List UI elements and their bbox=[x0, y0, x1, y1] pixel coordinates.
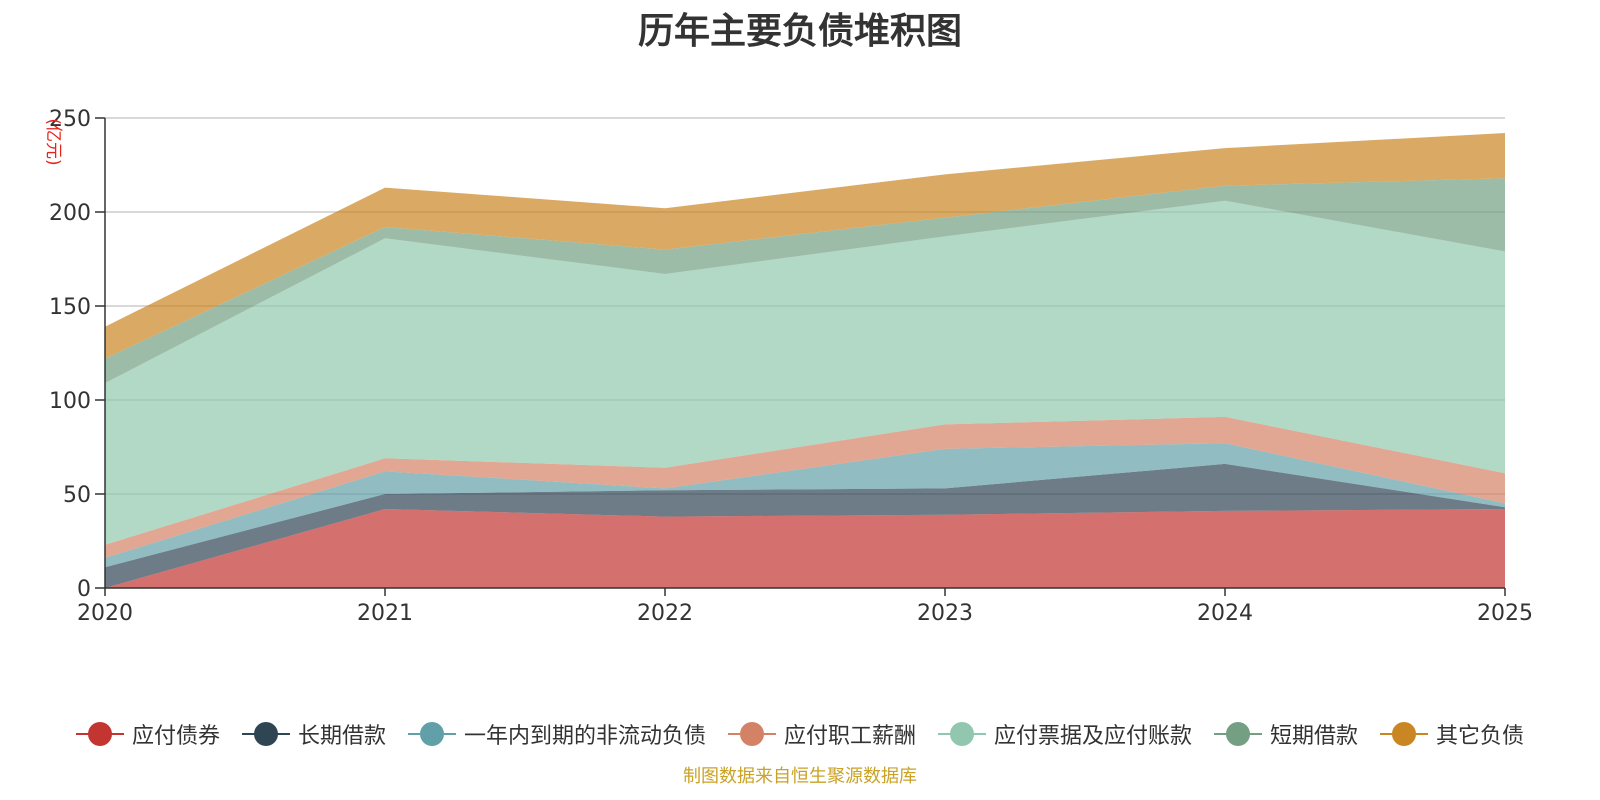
chart-title: 历年主要负债堆积图 bbox=[637, 11, 962, 52]
legend-label: 一年内到期的非流动负债 bbox=[463, 724, 706, 749]
legend-marker-icon bbox=[241, 721, 290, 747]
legend-marker-icon bbox=[727, 721, 776, 747]
y-tick-label: 150 bbox=[49, 295, 91, 320]
legend-item-3[interactable]: 应付职工薪酬 bbox=[727, 718, 916, 750]
legend-marker-icon bbox=[407, 721, 456, 747]
x-tick-label: 2024 bbox=[1197, 601, 1253, 626]
legend-item-6[interactable]: 其它负债 bbox=[1380, 718, 1524, 750]
legend: 应付债券 长期借款 一年内到期的非流动负债 应付职工薪酬 应付票据及应付账款 短期借款 其它… bbox=[0, 718, 1600, 750]
legend-item-1[interactable]: 长期借款 bbox=[241, 718, 386, 750]
legend-label: 长期借款 bbox=[297, 724, 386, 749]
legend-label: 应付票据及应付账款 bbox=[994, 724, 1193, 749]
source-note: 制图数据来自恒生聚源数据库 bbox=[683, 766, 917, 787]
legend-item-0[interactable]: 应付债券 bbox=[75, 718, 220, 750]
legend-label: 应付债券 bbox=[131, 724, 220, 749]
y-tick-label: 50 bbox=[63, 483, 91, 508]
axes: 0 50 100 150 200 250 2020 2021 2022 2023 2024 2025 bbox=[49, 107, 1533, 626]
x-tick-label: 2021 bbox=[357, 601, 413, 626]
area-series-6 bbox=[105, 133, 1505, 359]
legend-marker-icon bbox=[938, 721, 986, 747]
area-series-0 bbox=[105, 509, 1505, 588]
legend-marker-icon bbox=[1214, 721, 1263, 747]
y-tick-label: 200 bbox=[49, 201, 91, 226]
legend-item-4[interactable]: 应付票据及应付账款 bbox=[938, 718, 1192, 750]
x-tick-label: 2022 bbox=[637, 601, 693, 626]
y-tick-label: 250 bbox=[49, 107, 91, 132]
legend-item-2[interactable]: 一年内到期的非流动负债 bbox=[407, 718, 706, 750]
y-axis-unit-label: (亿元) bbox=[43, 118, 63, 165]
legend-marker-icon bbox=[75, 721, 124, 747]
x-tick-label: 2023 bbox=[917, 601, 973, 626]
legend-label: 短期借款 bbox=[1270, 724, 1359, 749]
legend-marker-icon bbox=[1380, 721, 1429, 747]
area-series bbox=[105, 133, 1505, 588]
legend-label: 其它负债 bbox=[1436, 724, 1525, 749]
area-series-4 bbox=[105, 200, 1505, 545]
y-tick-label: 100 bbox=[49, 389, 91, 414]
x-tick-label: 2025 bbox=[1477, 601, 1533, 626]
area-series-1 bbox=[105, 463, 1505, 588]
legend-item-5[interactable]: 短期借款 bbox=[1214, 718, 1358, 750]
y-tick-label: 0 bbox=[77, 577, 91, 602]
area-series-5 bbox=[105, 178, 1505, 384]
x-tick-label: 2020 bbox=[77, 601, 133, 626]
legend-label: 应付职工薪酬 bbox=[783, 724, 916, 749]
